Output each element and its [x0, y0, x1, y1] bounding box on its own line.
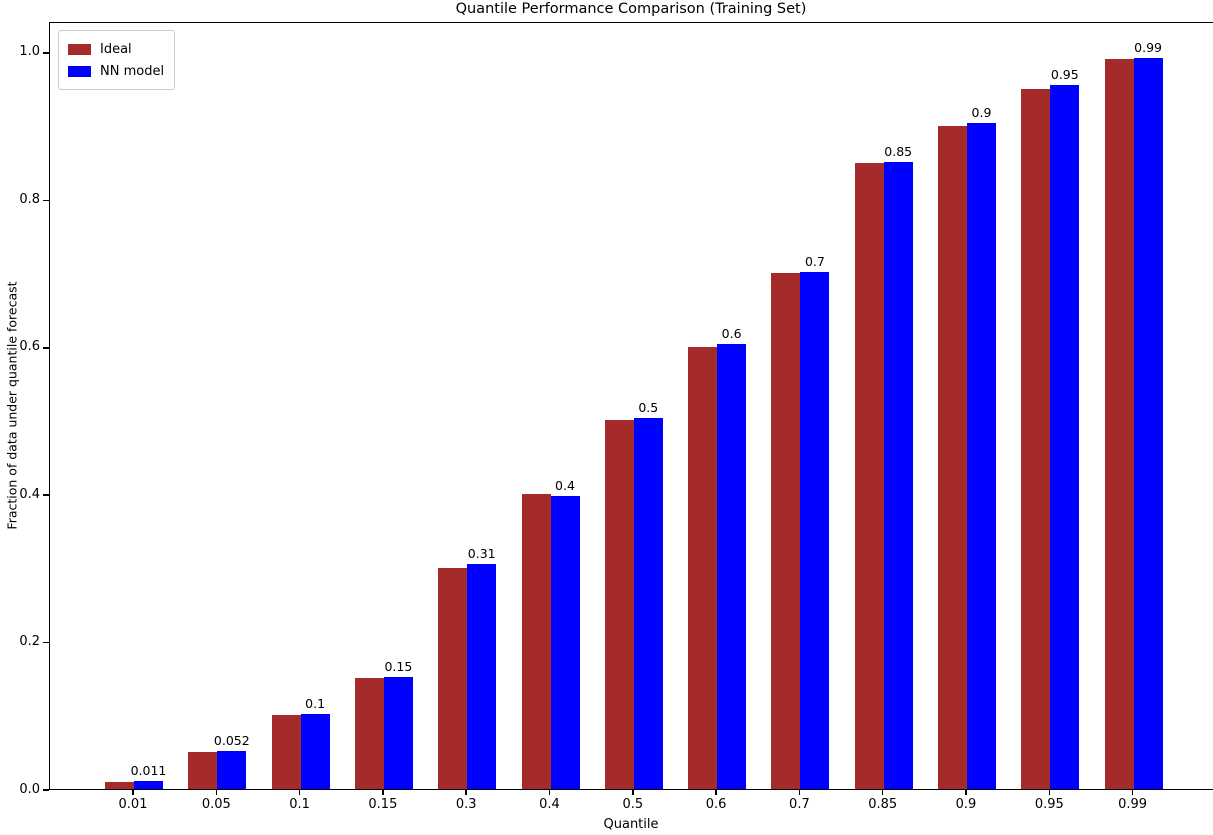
legend-item-ideal: Ideal	[68, 38, 164, 60]
y-tick-mark	[43, 347, 49, 349]
x-tick-mark	[465, 790, 467, 795]
x-tick-label: 0.9	[955, 797, 977, 812]
bar-nn-model	[633, 418, 663, 789]
x-tick-mark	[548, 790, 551, 795]
x-tick-mark	[382, 790, 384, 795]
bar-nn-model	[134, 781, 163, 789]
x-tick-mark	[1131, 790, 1134, 795]
bar-nn-model	[1050, 85, 1080, 789]
bar-ideal	[105, 782, 134, 789]
y-tick-mark	[43, 494, 49, 496]
x-tick-label: 0.3	[455, 797, 477, 812]
bar-nn-model	[883, 162, 913, 789]
legend-label-ideal: Ideal	[100, 41, 132, 57]
x-tick-mark	[215, 790, 218, 795]
bar-value-label: 0.011	[130, 763, 167, 778]
bar-nn-model	[717, 344, 747, 789]
bar-value-label: 0.4	[555, 478, 575, 493]
bar-ideal	[938, 126, 967, 789]
x-tick-label: 0.5	[622, 797, 644, 812]
y-axis-label: Fraction of data under quantile forecast	[4, 281, 20, 530]
x-tick-mark	[798, 790, 801, 795]
bar-ideal	[854, 163, 884, 789]
bar-ideal	[354, 678, 384, 789]
bar-value-label: 0.31	[467, 546, 496, 561]
bar-ideal	[438, 568, 468, 789]
x-tick-mark	[298, 790, 301, 795]
bar-value-label: 0.9	[971, 105, 992, 120]
bar-value-label: 0.99	[1134, 40, 1163, 55]
y-tick-label: 0.6	[19, 339, 40, 355]
x-tick-mark	[132, 790, 134, 795]
x-tick-label: 0.85	[868, 797, 898, 812]
y-tick-mark	[43, 199, 49, 202]
y-tick-label: 0.0	[19, 781, 40, 797]
bar-value-label: 0.6	[721, 326, 742, 341]
nn-model-series-swatch	[68, 65, 91, 77]
bar-value-label: 0.85	[884, 144, 913, 159]
chart-title: Quantile Performance Comparison (Trainin…	[455, 1, 807, 17]
x-tick-label: 0.05	[201, 797, 231, 812]
y-tick-mark	[43, 52, 49, 54]
bar-nn-model	[800, 272, 830, 789]
x-tick-mark	[965, 790, 967, 795]
bar-nn-model	[1133, 58, 1163, 789]
x-tick-label: 0.15	[368, 797, 398, 812]
x-tick-label: 0.01	[118, 797, 148, 812]
legend: Ideal NN model	[58, 30, 176, 90]
bar-nn-model	[550, 496, 580, 789]
bar-nn-model	[217, 751, 247, 789]
bar-ideal	[521, 494, 551, 789]
bar-ideal	[604, 420, 634, 789]
y-tick-label: 1.0	[19, 44, 40, 60]
y-tick-label: 0.2	[19, 634, 40, 650]
bar-value-label: 0.95	[1050, 67, 1079, 82]
x-tick-mark	[881, 790, 884, 795]
bar-value-label: 0.15	[384, 659, 413, 674]
x-tick-mark	[632, 790, 634, 795]
bar-nn-model	[300, 714, 330, 789]
y-tick-mark	[43, 789, 49, 791]
bar-value-label: 0.5	[638, 400, 659, 415]
y-tick-mark	[43, 641, 49, 644]
bar-ideal	[771, 273, 801, 789]
ideal-series-swatch	[68, 43, 91, 55]
x-tick-label: 0.1	[289, 797, 310, 812]
x-tick-label: 0.7	[789, 797, 810, 812]
legend-label-nn-model: NN model	[100, 63, 165, 79]
bar-nn-model	[383, 677, 413, 789]
x-tick-label: 0.99	[1118, 797, 1148, 812]
legend-item-nn-model: NN model	[68, 60, 164, 82]
x-axis-label: Quantile	[603, 817, 659, 832]
x-tick-mark	[715, 790, 717, 795]
y-tick-label: 0.8	[19, 191, 40, 207]
x-tick-label: 0.95	[1034, 797, 1064, 812]
plot-area: Ideal NN model 0.011 0.052 0.1 0.15 0.31 0.4 0…	[49, 22, 1213, 790]
x-tick-mark	[1048, 790, 1051, 795]
y-tick-label: 0.4	[19, 486, 40, 502]
bar-ideal	[271, 715, 301, 789]
x-tick-label: 0.4	[539, 797, 560, 812]
bar-value-label: 0.052	[213, 733, 250, 748]
bar-value-label: 0.7	[804, 254, 825, 269]
bar-nn-model	[967, 123, 996, 789]
bar-ideal	[188, 752, 218, 789]
bar-value-label: 0.1	[305, 696, 326, 711]
bar-ideal	[688, 347, 718, 789]
bar-ideal	[1021, 89, 1051, 789]
bar-nn-model	[467, 564, 497, 789]
x-tick-label: 0.6	[705, 797, 727, 812]
bar-ideal	[1104, 59, 1134, 789]
